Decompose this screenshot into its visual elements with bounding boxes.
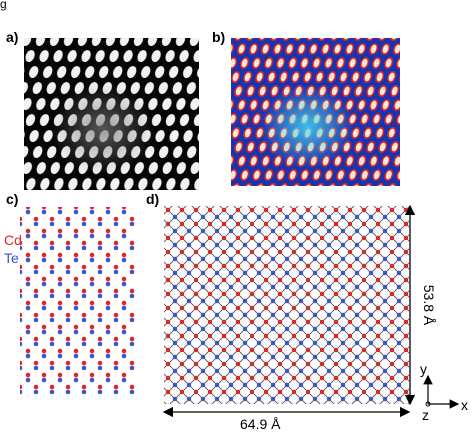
- panel-d-structure: [164, 206, 409, 404]
- panel-label: b): [212, 29, 225, 45]
- height-label: 53.8 Å: [421, 285, 437, 326]
- panel-b-image: [231, 38, 400, 186]
- header-fragment: g: [0, 0, 7, 11]
- z-axis-label: z: [422, 407, 429, 423]
- panel-c-structure: [20, 207, 136, 397]
- panel-label: a): [6, 29, 18, 45]
- panel-a-image: [24, 38, 199, 190]
- legend-te: Te: [4, 250, 19, 266]
- panel-label: c): [6, 191, 18, 207]
- panel-label: d): [146, 191, 159, 207]
- x-axis-label: x: [461, 397, 468, 413]
- y-axis-label: y: [420, 361, 427, 377]
- width-label: 64.9 Å: [240, 416, 281, 432]
- z-axis-origin: [425, 401, 431, 407]
- legend-cd: Cd: [4, 232, 22, 248]
